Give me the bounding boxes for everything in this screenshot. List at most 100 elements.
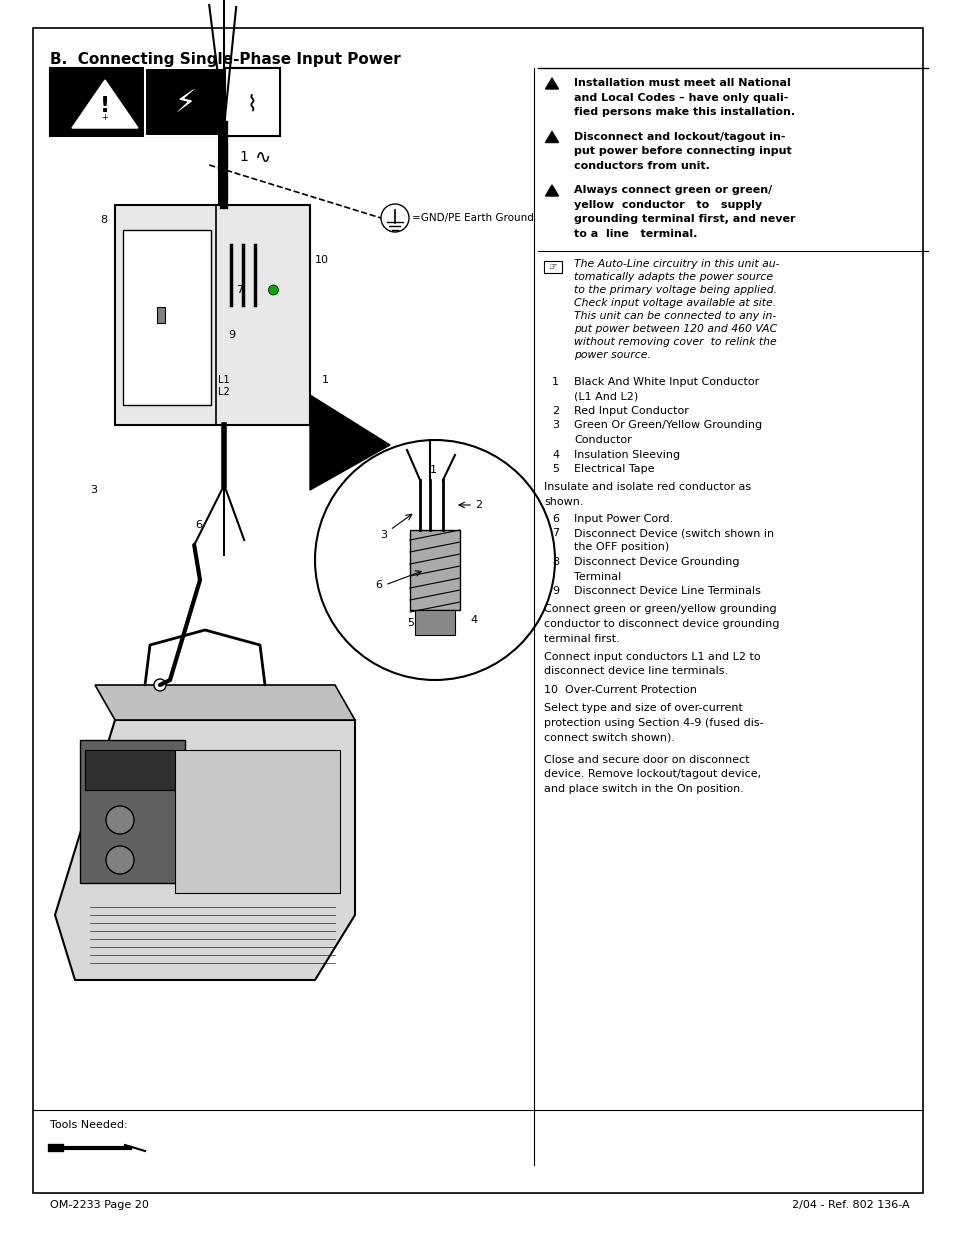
Circle shape (268, 285, 278, 295)
Text: 2: 2 (552, 406, 558, 416)
Text: 9: 9 (552, 585, 558, 597)
Text: conductor to disconnect device grounding: conductor to disconnect device grounding (543, 619, 779, 629)
Text: without removing cover  to relink the: without removing cover to relink the (574, 337, 776, 347)
Polygon shape (545, 185, 558, 196)
Text: 1: 1 (239, 149, 248, 164)
Text: !: ! (100, 96, 110, 116)
Text: put power before connecting input: put power before connecting input (574, 146, 791, 156)
Text: yellow  conductor   to   supply: yellow conductor to supply (574, 200, 761, 210)
Text: 2/04 - Ref. 802 136-A: 2/04 - Ref. 802 136-A (792, 1200, 909, 1210)
Text: connect switch shown).: connect switch shown). (543, 732, 675, 742)
Text: 1: 1 (430, 466, 436, 475)
Text: 6: 6 (375, 580, 381, 590)
Text: 3: 3 (90, 485, 97, 495)
Text: 7: 7 (552, 529, 558, 538)
Text: Check input voltage available at site.: Check input voltage available at site. (574, 298, 776, 308)
Polygon shape (545, 131, 558, 142)
Text: Insulate and isolate red conductor as: Insulate and isolate red conductor as (543, 483, 750, 493)
Text: 7: 7 (235, 285, 243, 295)
Text: power source.: power source. (574, 350, 650, 359)
Text: Green Or Green/Yellow Grounding: Green Or Green/Yellow Grounding (574, 420, 761, 431)
Bar (225, 68, 280, 136)
Polygon shape (545, 78, 558, 89)
Text: ☞: ☞ (548, 262, 557, 272)
Text: =GND/PE Earth Ground: =GND/PE Earth Ground (412, 212, 534, 224)
Text: Select type and size of over-current: Select type and size of over-current (543, 704, 742, 714)
Bar (115, 205, 310, 425)
Text: Disconnect Device (switch shown in: Disconnect Device (switch shown in (574, 529, 773, 538)
Text: Conductor: Conductor (574, 435, 631, 445)
Text: to the primary voltage being applied.: to the primary voltage being applied. (574, 285, 777, 295)
Text: Close and secure door on disconnect: Close and secure door on disconnect (543, 755, 749, 764)
Circle shape (106, 806, 133, 834)
Text: to a  line   terminal.: to a line terminal. (574, 228, 697, 238)
Text: B.  Connecting Single-Phase Input Power: B. Connecting Single-Phase Input Power (50, 52, 400, 67)
Text: ∿: ∿ (254, 148, 271, 167)
Text: Electrical Tape: Electrical Tape (574, 464, 654, 474)
Text: conductors from unit.: conductors from unit. (574, 161, 709, 170)
Bar (157, 308, 165, 324)
Text: terminal first.: terminal first. (543, 634, 619, 643)
Text: OM-2233 Page 20: OM-2233 Page 20 (50, 1200, 149, 1210)
Circle shape (106, 846, 133, 874)
Text: 4: 4 (470, 615, 476, 625)
Text: Connect input conductors L1 and L2 to: Connect input conductors L1 and L2 to (543, 652, 760, 662)
Text: 9: 9 (228, 330, 235, 340)
Text: protection using Section 4-9 (fused dis-: protection using Section 4-9 (fused dis- (543, 718, 762, 727)
Text: and Local Codes – have only quali-: and Local Codes – have only quali- (574, 93, 787, 103)
Bar (543, 261, 561, 273)
Text: 6: 6 (194, 520, 202, 530)
Text: Connect green or green/yellow grounding: Connect green or green/yellow grounding (543, 604, 776, 615)
Bar (50, 68, 280, 136)
Bar (410, 530, 459, 610)
Text: Red Input Conductor: Red Input Conductor (574, 406, 688, 416)
Text: Insulation Sleeving: Insulation Sleeving (574, 450, 679, 459)
Text: ⌇: ⌇ (246, 94, 257, 114)
Text: 2: 2 (475, 500, 481, 510)
Text: Installation must meet all National: Installation must meet all National (574, 78, 790, 88)
Text: +: + (101, 112, 109, 122)
Text: Input Power Cord.: Input Power Cord. (574, 514, 673, 524)
Text: Disconnect Device Grounding: Disconnect Device Grounding (574, 557, 739, 567)
Text: ⚡: ⚡ (174, 89, 195, 119)
Text: Disconnect Device Line Terminals: Disconnect Device Line Terminals (574, 585, 760, 597)
Text: 5: 5 (407, 618, 414, 629)
Bar (80, 740, 185, 883)
Text: Black And White Input Conductor: Black And White Input Conductor (574, 377, 759, 387)
Text: L2: L2 (218, 387, 230, 396)
Text: 3: 3 (379, 530, 387, 540)
Text: 8: 8 (100, 215, 107, 225)
Text: This unit can be connected to any in-: This unit can be connected to any in- (574, 311, 776, 321)
Polygon shape (310, 395, 390, 490)
Text: Disconnect and lockout/tagout in-: Disconnect and lockout/tagout in- (574, 131, 784, 142)
Text: 10  Over-Current Protection: 10 Over-Current Protection (543, 685, 697, 695)
Text: 10: 10 (314, 254, 329, 266)
Bar (174, 750, 339, 893)
Text: 1: 1 (552, 377, 558, 387)
Text: 5: 5 (552, 464, 558, 474)
Text: the OFF position): the OFF position) (574, 542, 669, 552)
Text: 1: 1 (322, 375, 329, 385)
Text: put power between 120 and 460 VAC: put power between 120 and 460 VAC (574, 324, 777, 333)
Polygon shape (71, 80, 138, 128)
Bar (415, 610, 455, 635)
Text: tomatically adapts the power source: tomatically adapts the power source (574, 272, 772, 282)
Bar (145, 68, 225, 136)
Bar (123, 230, 211, 405)
Text: and place switch in the On position.: and place switch in the On position. (543, 784, 743, 794)
Text: shown.: shown. (543, 496, 583, 508)
Polygon shape (95, 685, 355, 720)
Text: 4: 4 (552, 450, 558, 459)
Text: disconnect device line terminals.: disconnect device line terminals. (543, 667, 727, 677)
Text: (L1 And L2): (L1 And L2) (574, 391, 638, 401)
Text: device. Remove lockout/tagout device,: device. Remove lockout/tagout device, (543, 769, 760, 779)
Text: 3: 3 (552, 420, 558, 431)
Text: 8: 8 (552, 557, 558, 567)
Text: grounding terminal first, and never: grounding terminal first, and never (574, 214, 795, 224)
Text: Tools Needed:: Tools Needed: (50, 1120, 128, 1130)
Bar (85, 750, 174, 790)
Text: fied persons make this installation.: fied persons make this installation. (574, 107, 794, 117)
Circle shape (380, 204, 409, 232)
Text: 6: 6 (552, 514, 558, 524)
Text: Always connect green or green/: Always connect green or green/ (574, 185, 771, 195)
